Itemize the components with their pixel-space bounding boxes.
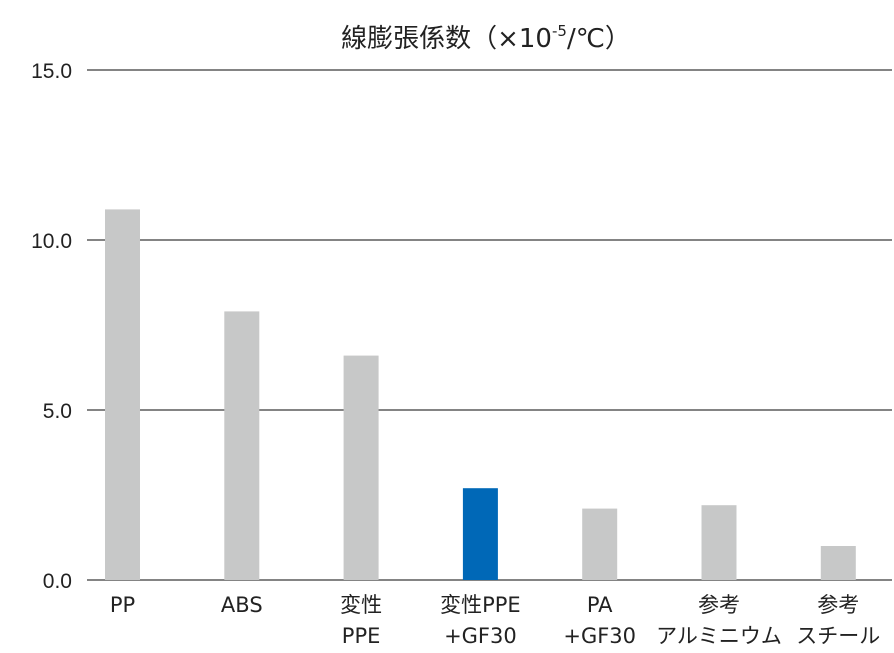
y-tick-label: 5.0	[43, 400, 72, 423]
bar	[105, 209, 140, 580]
x-category-label: 変性PPE	[440, 593, 521, 617]
chart-title-exponent: -5	[552, 22, 567, 40]
x-axis-labels: PP ABS 変性PPE変性PPE+GF30PA+GF30参考アルミニウム参考スチー…	[110, 593, 880, 648]
x-category-label: 参考	[817, 593, 859, 617]
y-tick-label: 15.0	[31, 60, 72, 83]
x-category-label: PPE	[342, 624, 381, 648]
bar	[701, 505, 737, 580]
chart-title: 線膨張係数（×10-5/℃）	[341, 22, 631, 54]
x-category-label: +GF30	[444, 624, 517, 648]
y-tick-label: 0.0	[43, 570, 72, 593]
chart-title-main: 線膨張係数（×10	[341, 24, 552, 54]
bar	[343, 355, 379, 580]
x-category-label: ABS	[221, 593, 263, 617]
x-category-label: スチール	[796, 624, 880, 648]
x-category-label: 変性	[340, 593, 382, 617]
y-tick-label: 10.0	[31, 230, 72, 253]
y-axis-ticks: 0.0 5.0 10.0 15.0	[31, 60, 72, 593]
x-category-label: アルミニウム	[656, 624, 782, 648]
bars	[105, 209, 856, 580]
x-category-label: 参考	[698, 593, 740, 617]
x-category-label: PP	[110, 593, 135, 617]
x-category-label: PA	[587, 593, 613, 617]
x-category-label: +GF30	[563, 624, 636, 648]
bar	[224, 311, 260, 580]
bar	[820, 546, 856, 580]
chart-title-unit: /℃）	[567, 24, 631, 54]
bar	[462, 488, 498, 580]
bar	[582, 508, 618, 580]
